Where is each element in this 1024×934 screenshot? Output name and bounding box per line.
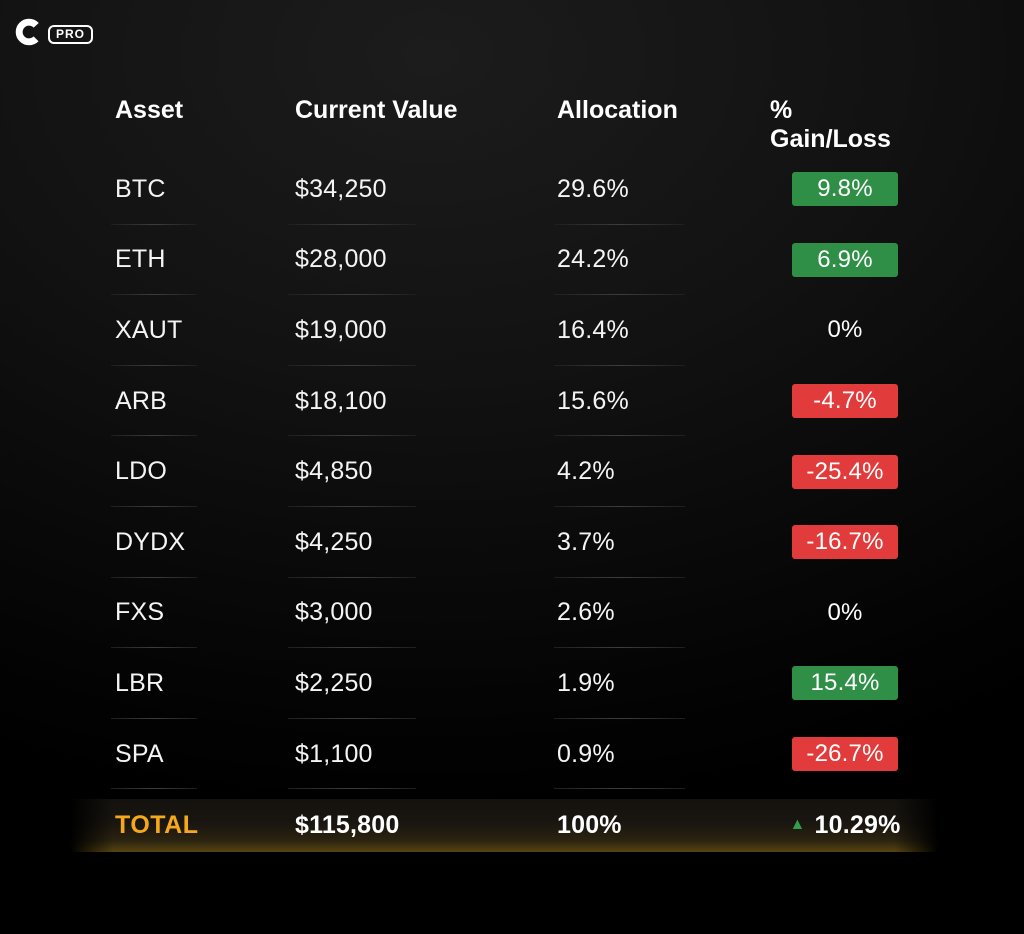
value-cell: $28,000: [288, 225, 557, 296]
allocation-cell: 29.6%: [554, 154, 770, 225]
header-current-value: Current Value: [295, 96, 458, 124]
gain-loss-badge: 0%: [827, 598, 863, 626]
table-row-eth: ETH $28,000 24.2% 6.9%: [111, 225, 920, 296]
gain-loss-badge: 9.8%: [792, 172, 898, 207]
gain-loss-badge: 0%: [827, 316, 863, 344]
table-row-btc: BTC $34,250 29.6% 9.8%: [111, 154, 920, 225]
allocation-cell: 16.4%: [554, 295, 770, 366]
allocation-cell: 4.2%: [554, 436, 770, 507]
asset-cell: SPA: [111, 719, 295, 790]
gain-cell: 6.9%: [770, 225, 920, 296]
total-gain-cell: ▲ 10.29%: [770, 799, 920, 852]
header-allocation: Allocation: [557, 96, 678, 124]
table-row-dydx: DYDX $4,250 3.7% -16.7%: [111, 507, 920, 578]
allocation-cell: 15.6%: [554, 366, 770, 437]
asset-cell: XAUT: [111, 295, 295, 366]
asset-cell: DYDX: [111, 507, 295, 578]
table-row-xaut: XAUT $19,000 16.4% 0%: [111, 295, 920, 366]
asset-cell: ETH: [111, 225, 295, 296]
header-gain-loss: % Gain/Loss: [770, 96, 891, 153]
total-label: TOTAL: [115, 811, 199, 839]
gain-cell: -26.7%: [770, 719, 920, 790]
gain-loss-badge: -25.4%: [792, 454, 898, 489]
allocation-cell: 0.9%: [554, 719, 770, 790]
total-value: $115,800: [295, 811, 400, 839]
allocation-cell: 3.7%: [554, 507, 770, 578]
gain-cell: 0%: [770, 295, 920, 366]
table-row-fxs: FXS $3,000 2.6% 0%: [111, 578, 920, 649]
asset-cell: LDO: [111, 436, 295, 507]
gain-loss-badge: 6.9%: [792, 242, 898, 277]
gain-cell: -25.4%: [770, 436, 920, 507]
value-cell: $2,250: [288, 648, 557, 719]
allocation-cell: 2.6%: [554, 578, 770, 649]
gain-cell: -16.7%: [770, 507, 920, 578]
value-cell: $18,100: [288, 366, 557, 437]
logo-c-icon: [15, 18, 43, 46]
asset-cell: LBR: [111, 648, 295, 719]
value-cell: $3,000: [288, 578, 557, 649]
brand-logo: PRO: [13, 16, 94, 48]
total-gain-value: 10.29%: [814, 811, 901, 839]
table-row-arb: ARB $18,100 15.6% -4.7%: [111, 366, 920, 437]
gain-cell: -4.7%: [770, 366, 920, 437]
value-cell: $34,250: [288, 154, 557, 225]
asset-cell: FXS: [111, 578, 295, 649]
table-row-spa: SPA $1,100 0.9% -26.7%: [111, 719, 920, 790]
gain-cell: 0%: [770, 578, 920, 649]
gain-loss-badge: -16.7%: [792, 525, 898, 560]
total-row: TOTAL $115,800 100% ▲ 10.29%: [115, 799, 920, 852]
asset-cell: BTC: [111, 154, 295, 225]
header-asset: Asset: [115, 96, 184, 124]
asset-cell: ARB: [111, 366, 295, 437]
allocation-cell: 1.9%: [554, 648, 770, 719]
value-cell: $4,250: [288, 507, 557, 578]
table-row-lbr: LBR $2,250 1.9% 15.4%: [111, 648, 920, 719]
pro-badge: PRO: [48, 24, 94, 44]
value-cell: $19,000: [288, 295, 557, 366]
table-row-ldo: LDO $4,850 4.2% -25.4%: [111, 436, 920, 507]
gain-loss-badge: 15.4%: [792, 666, 898, 701]
gain-loss-badge: -4.7%: [792, 384, 898, 419]
gain-cell: 9.8%: [770, 154, 920, 225]
table-header-row: Asset Current Value Allocation % Gain/Lo…: [115, 96, 920, 154]
up-triangle-icon: ▲: [789, 815, 806, 833]
total-allocation: 100%: [557, 811, 622, 839]
value-cell: $1,100: [288, 719, 557, 790]
allocation-cell: 24.2%: [554, 225, 770, 296]
gain-loss-badge: -26.7%: [792, 737, 898, 772]
portfolio-table: Asset Current Value Allocation % Gain/Lo…: [111, 96, 920, 790]
gain-cell: 15.4%: [770, 648, 920, 719]
value-cell: $4,850: [288, 436, 557, 507]
